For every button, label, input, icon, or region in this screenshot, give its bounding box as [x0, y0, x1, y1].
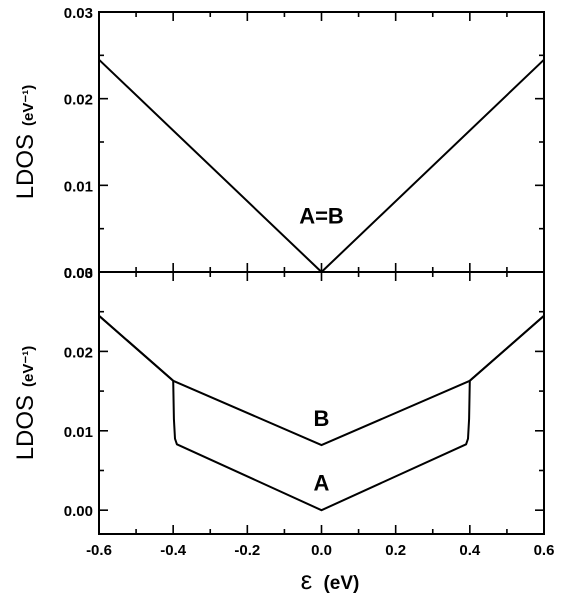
- y-tick-label: 0.03: [64, 5, 93, 22]
- y-tick-label: 0.00: [64, 265, 93, 282]
- top-panel: 0.00 0.01 0.02 0.03 LDOS (eV⁻¹) A=B: [12, 5, 545, 282]
- x-tick-label: 0.4: [459, 542, 481, 559]
- bottom-panel: 0.00 0.01 0.02 0.03 -0.6 -0.4 -0.2 0.0 0.2 0.4 0.6…: [12, 265, 554, 559]
- svg-text:ε (eV): ε (eV): [301, 565, 360, 595]
- y-tick-label: 0.01: [64, 178, 93, 195]
- x-tick-label: -0.2: [234, 542, 260, 559]
- y-axis-unit: (eV⁻¹): [20, 346, 37, 387]
- y-axis-label: LDOS: [12, 395, 39, 460]
- y-axis-unit: (eV⁻¹): [20, 85, 37, 126]
- y-axis-title: LDOS (eV⁻¹): [12, 85, 39, 200]
- series-line: [98, 58, 545, 273]
- y-axis-label: LDOS: [12, 134, 39, 199]
- plot-frame: [98, 11, 545, 273]
- x-tick-label: -0.6: [86, 542, 112, 559]
- x-axis-symbol: ε: [301, 565, 313, 595]
- x-tick-label: 0.0: [311, 542, 332, 559]
- x-tick-label: 0.6: [534, 542, 555, 559]
- x-axis-unit: (eV): [323, 573, 359, 594]
- x-tick-label: 0.2: [385, 542, 406, 559]
- series-line-a: [98, 314, 545, 512]
- curve-annotation: A=B: [299, 203, 344, 228]
- x-tick-label: -0.4: [160, 542, 187, 559]
- y-tick-label: 0.00: [64, 503, 93, 520]
- curve-annotation: B: [314, 406, 330, 431]
- y-tick-label: 0.02: [64, 92, 93, 109]
- y-axis-title: LDOS (eV⁻¹): [12, 346, 39, 461]
- y-tick-label: 0.03: [64, 265, 93, 282]
- curve-annotation: A: [314, 470, 330, 495]
- x-axis-title: ε (eV): [301, 565, 360, 595]
- y-tick-label: 0.02: [64, 344, 93, 361]
- y-tick-label: 0.01: [64, 424, 93, 441]
